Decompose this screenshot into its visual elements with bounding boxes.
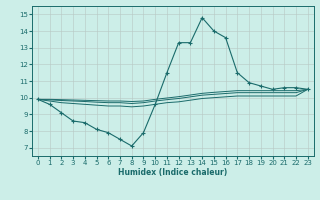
X-axis label: Humidex (Indice chaleur): Humidex (Indice chaleur) xyxy=(118,168,228,177)
